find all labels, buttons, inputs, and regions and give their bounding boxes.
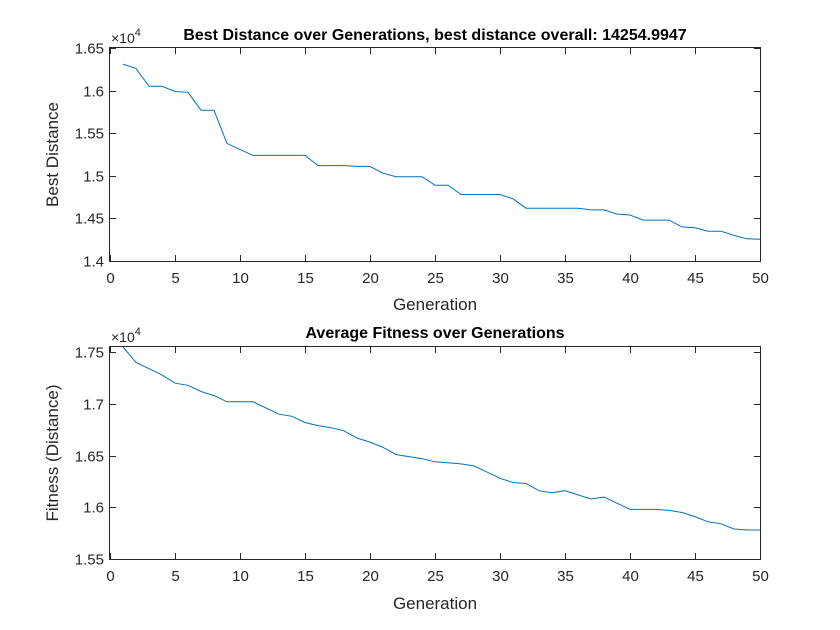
x-tick-label: 5 [171,568,179,585]
x-tick-label: 10 [232,270,249,287]
y-exponent-label-2: ×104 [111,326,141,345]
y-tick-label: 1.6 [83,84,104,101]
x-tick-label: 0 [106,270,114,287]
best-distance-line [122,63,761,240]
y-tick-label: 1.7 [83,397,104,414]
y-tick-label: 1.5 [83,169,104,186]
x-tick-label: 0 [106,568,114,585]
x-tick-label: 35 [557,270,574,287]
x-tick-label: 15 [297,568,314,585]
axes-box-1 [109,47,761,262]
x-tick-label: 20 [362,270,379,287]
y-tick-label: 1.6 [83,500,104,517]
x-tick-label: 40 [622,568,639,585]
x-tick-label: 45 [687,568,704,585]
x-tick-label: 45 [687,270,704,287]
chart-title-2: Average Fitness over Generations [305,325,564,342]
y-tick-label: 1.55 [75,552,104,569]
y-axis-label-1: Best Distance [43,102,62,207]
x-tick-label: 15 [297,270,314,287]
average-fitness-subplot: 1.551.61.651.71.75 0 5 10 15 20 25 30 35 40 45 50 … [43,325,769,613]
y-tick-label: 1.55 [75,126,104,143]
x-tick-label: 40 [622,270,639,287]
y-tick-label: 1.4 [83,254,104,271]
x-tick-label: 25 [427,270,444,287]
y-tick-label: 1.65 [75,449,104,466]
x-tick-label: 5 [171,270,179,287]
x-tick-label: 10 [232,568,249,585]
x-tick-label: 20 [362,568,379,585]
x-tick-label: 30 [492,568,509,585]
x-axis-label-1: Generation [393,295,477,314]
y-exponent-label-1: ×104 [111,27,141,46]
x-tick-label: 25 [427,568,444,585]
axes-box-2 [109,346,761,560]
best-distance-subplot: 1.4 1.45 1.5 1.55 1.6 1.65 0 5 10 15 20 25 30 35 40 45… [43,27,769,314]
x-tick-label: 35 [557,568,574,585]
y-tick-label: 1.65 [75,41,104,58]
x-tick-label: 30 [492,270,509,287]
x-tick-label: 50 [752,568,769,585]
x-axis-label-2: Generation [393,594,477,613]
y-tick-label: 1.75 [75,345,104,362]
average-fitness-line [122,346,760,531]
x-tick-label: 50 [752,270,769,287]
y-axis-label-2: Fitness (Distance) [43,385,62,522]
y-tick-label: 1.45 [75,211,104,228]
chart-title-1: Best Distance over Generations, best dis… [183,27,686,44]
